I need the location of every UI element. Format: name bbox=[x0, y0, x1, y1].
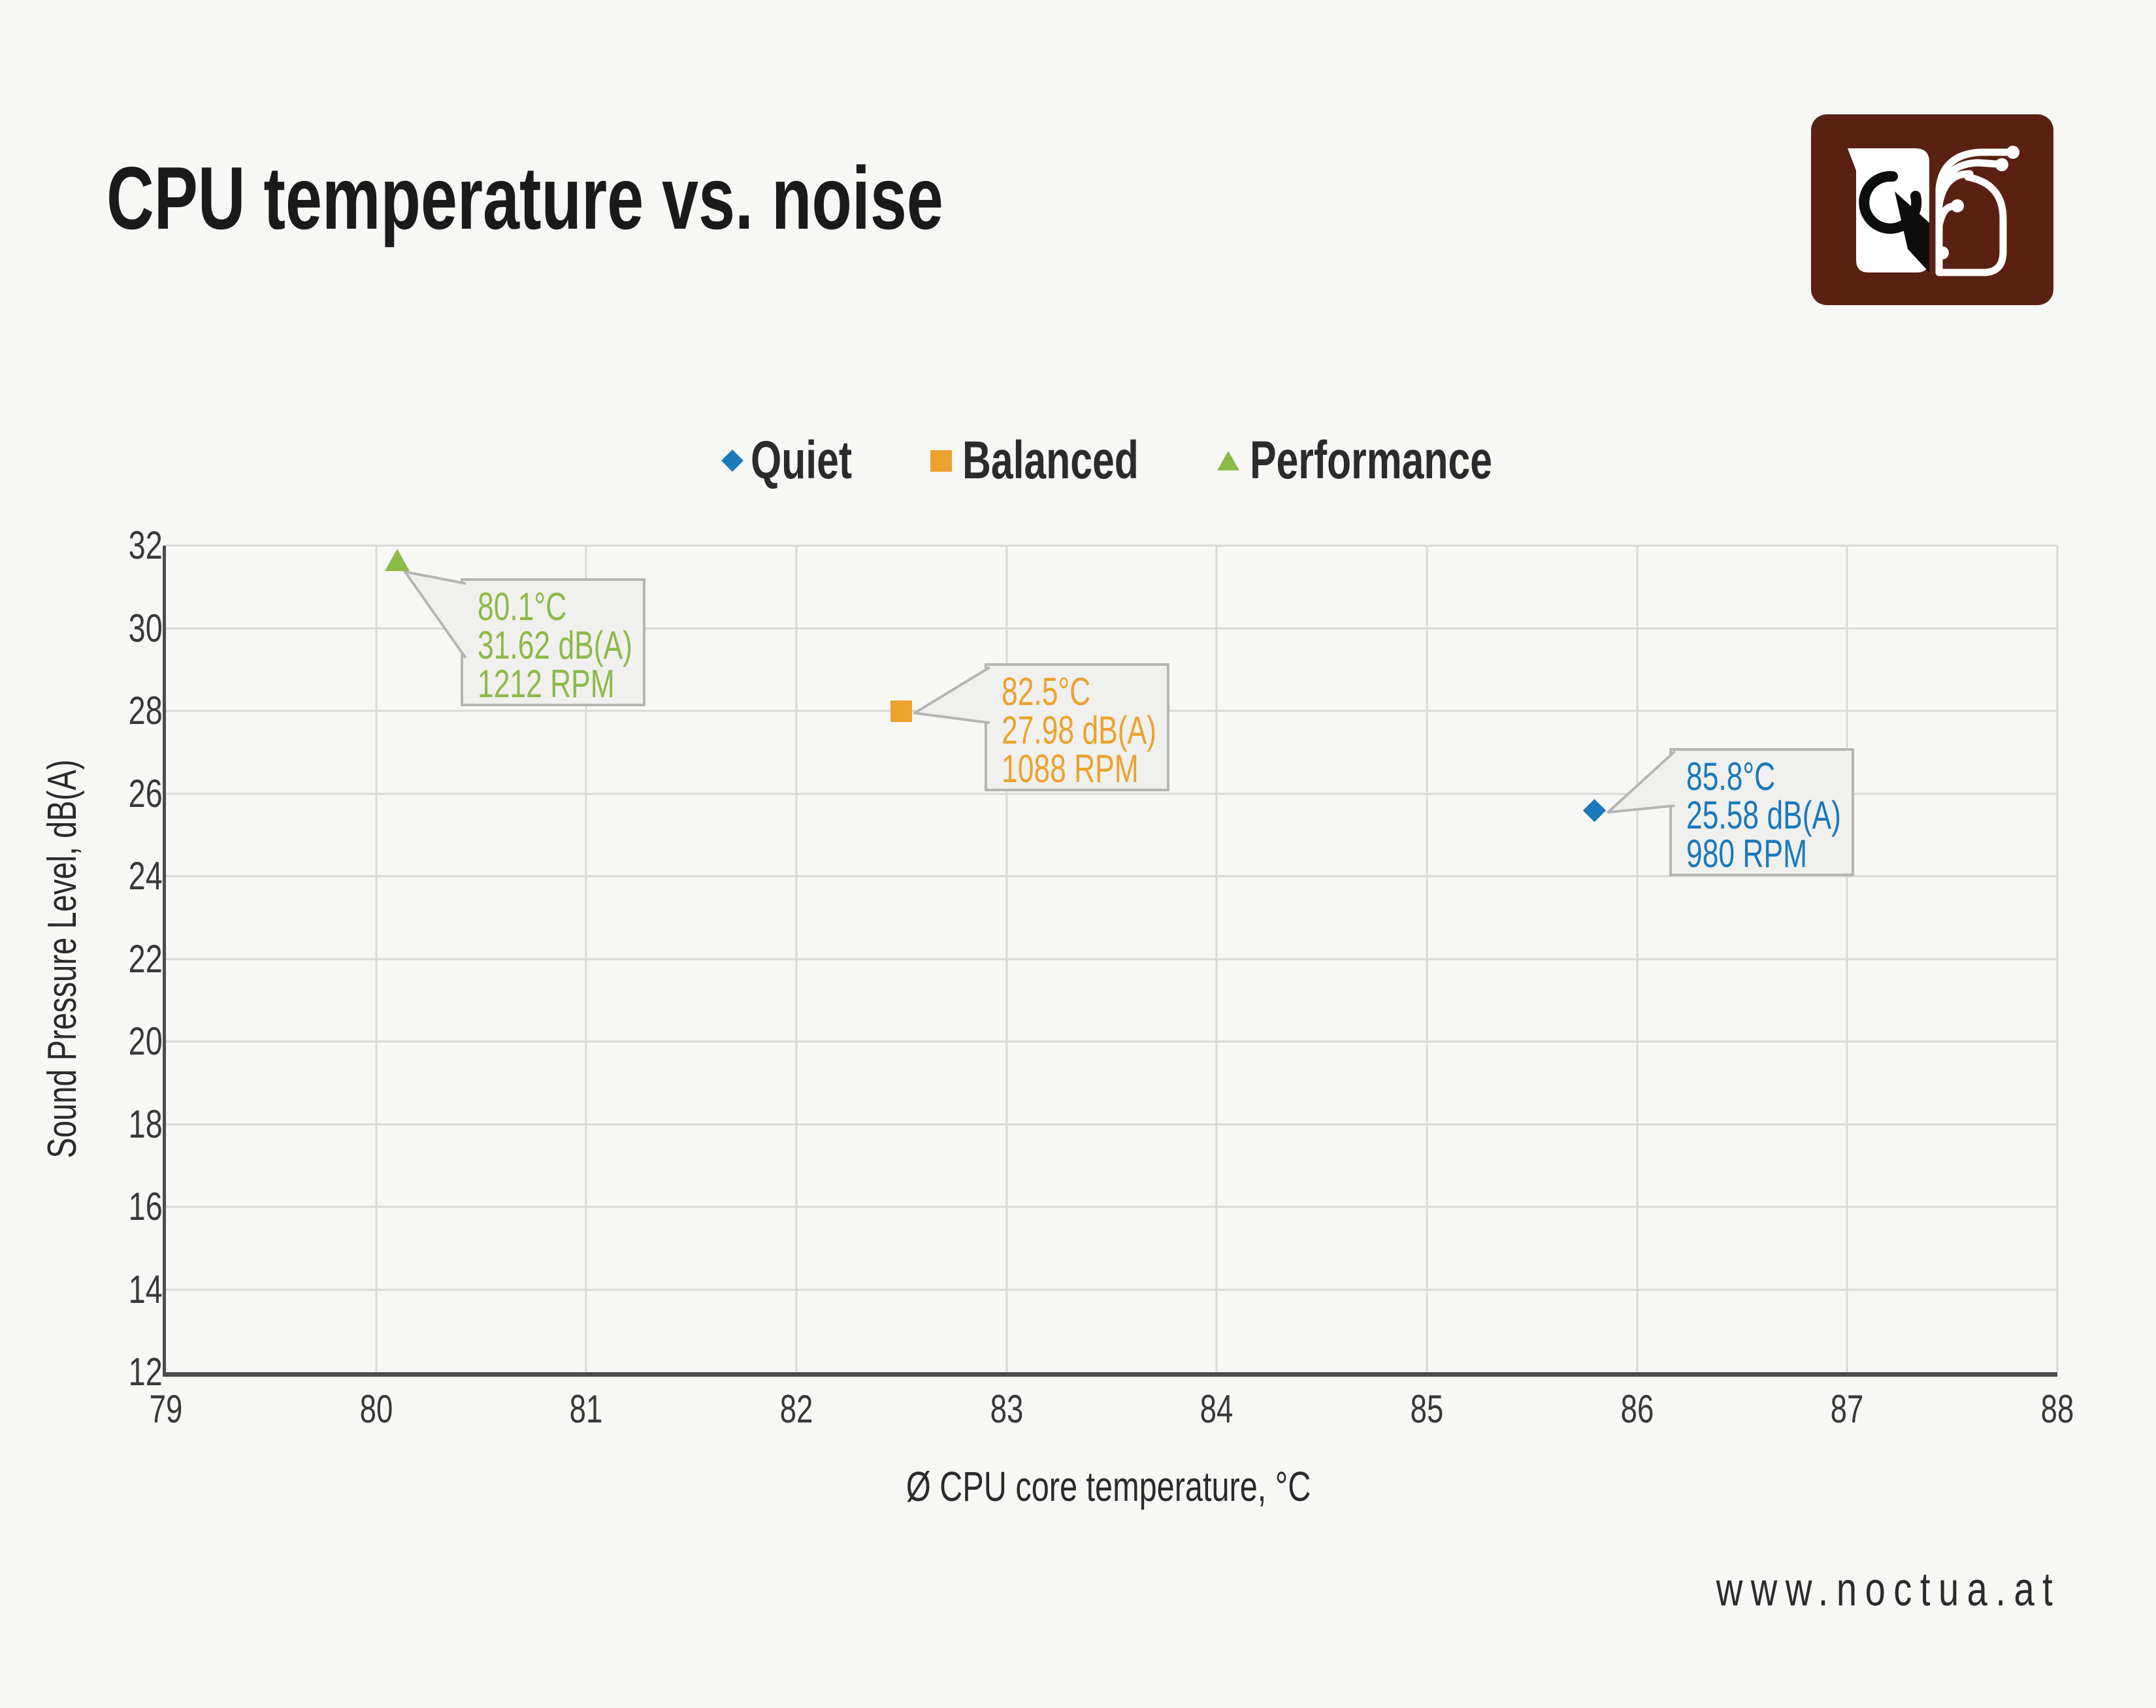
plot-area: 32 30 28 26 24 22 20 18 16 14 12 79 80 81 82 83 84 85 86 87… bbox=[129, 526, 2074, 1429]
horizontal-gridline bbox=[166, 875, 2057, 878]
callout-text-line: 27.98 dB(A) bbox=[1001, 708, 1156, 753]
horizontal-gridline bbox=[166, 793, 2057, 795]
horizontal-gridline bbox=[166, 544, 2057, 547]
y-tick-label: 28 bbox=[128, 689, 163, 732]
y-tick-label: 22 bbox=[128, 936, 163, 981]
callout-pointer-edge bbox=[1607, 750, 1676, 814]
callout-text-line: 980 RPM bbox=[1686, 832, 1808, 876]
x-tick-label: 86 bbox=[1620, 1387, 1654, 1431]
horizontal-gridline bbox=[166, 1123, 2057, 1125]
callout-pointer-edge bbox=[913, 666, 990, 725]
y-tick-label: 26 bbox=[128, 771, 163, 815]
data-point-balanced bbox=[890, 700, 912, 723]
square-marker-icon bbox=[930, 450, 953, 472]
callout-text-line: 1212 RPM bbox=[477, 662, 615, 706]
x-tick-label: 87 bbox=[1830, 1387, 1864, 1431]
y-tick-label: 18 bbox=[128, 1102, 163, 1146]
x-tick-label: 88 bbox=[2040, 1387, 2074, 1431]
callout-pointer-edge bbox=[403, 570, 467, 659]
callout-text-line: 85.8°C bbox=[1686, 755, 1776, 799]
website-url: www.noctua.at bbox=[1716, 1564, 2061, 1616]
horizontal-gridline bbox=[166, 627, 2057, 629]
x-tick-label: 79 bbox=[149, 1387, 183, 1431]
page-title-text: CPU temperature vs. noise bbox=[106, 148, 943, 248]
callout-text-line: 25.58 dB(A) bbox=[1686, 793, 1842, 838]
y-tick-label: 16 bbox=[128, 1185, 163, 1228]
horizontal-gridline bbox=[166, 1206, 2057, 1208]
diamond-marker-icon bbox=[721, 450, 744, 472]
x-axis-title: Ø CPU core temperature, °C bbox=[906, 1463, 1311, 1510]
chart-legend: Quiet Balanced Performance bbox=[163, 431, 2054, 490]
callout-pointer bbox=[1608, 751, 1675, 813]
data-point-performance bbox=[384, 549, 410, 572]
callout-text-line: 1088 RPM bbox=[1001, 747, 1139, 791]
legend-item-balanced: Balanced bbox=[930, 434, 1139, 487]
callout-pointer bbox=[404, 572, 466, 659]
legend-item-performance: Performance bbox=[1217, 434, 1492, 487]
x-tick-label: 82 bbox=[779, 1387, 813, 1431]
legend-label: Quiet bbox=[751, 431, 853, 490]
horizontal-gridline bbox=[166, 958, 2057, 960]
data-point-quiet bbox=[1583, 798, 1607, 823]
callout-text-line: 31.62 dB(A) bbox=[477, 623, 632, 668]
callout-text-line: 82.5°C bbox=[1001, 670, 1091, 714]
legend-label: Performance bbox=[1249, 431, 1492, 490]
y-tick-label: 20 bbox=[128, 1019, 163, 1063]
noctua-owl-fan-icon bbox=[1811, 114, 2053, 305]
legend-item-quiet: Quiet bbox=[721, 431, 853, 490]
page-title: CPU temperature vs. noise bbox=[106, 152, 1237, 245]
y-tick-label: 12 bbox=[128, 1350, 163, 1394]
vertical-gridline bbox=[2056, 546, 2059, 1372]
x-tick-label: 81 bbox=[569, 1387, 603, 1431]
triangle-marker-icon bbox=[1217, 451, 1239, 470]
x-tick-label: 84 bbox=[1200, 1387, 1233, 1431]
data-callout-quiet: 85.8°C 25.58 dB(A) 980 RPM bbox=[1669, 748, 1855, 877]
callout-text-line: 80.1°C bbox=[477, 585, 567, 629]
legend-label: Balanced bbox=[962, 431, 1139, 490]
data-callout-balanced: 82.5°C 27.98 dB(A) 1088 RPM bbox=[984, 663, 1169, 792]
x-tick-label: 80 bbox=[359, 1387, 393, 1431]
horizontal-gridline bbox=[166, 1040, 2057, 1043]
y-tick-label: 24 bbox=[128, 854, 163, 898]
horizontal-gridline bbox=[166, 1289, 2057, 1290]
y-tick-label: 14 bbox=[128, 1267, 163, 1311]
y-tick-label: 30 bbox=[128, 606, 163, 650]
x-tick-label: 83 bbox=[990, 1387, 1024, 1431]
x-tick-label: 85 bbox=[1410, 1387, 1444, 1431]
y-tick-label: 32 bbox=[128, 523, 163, 567]
noctua-logo bbox=[1811, 114, 2053, 305]
data-callout-performance: 80.1°C 31.62 dB(A) 1212 RPM bbox=[460, 578, 645, 707]
callout-pointer bbox=[914, 667, 990, 723]
